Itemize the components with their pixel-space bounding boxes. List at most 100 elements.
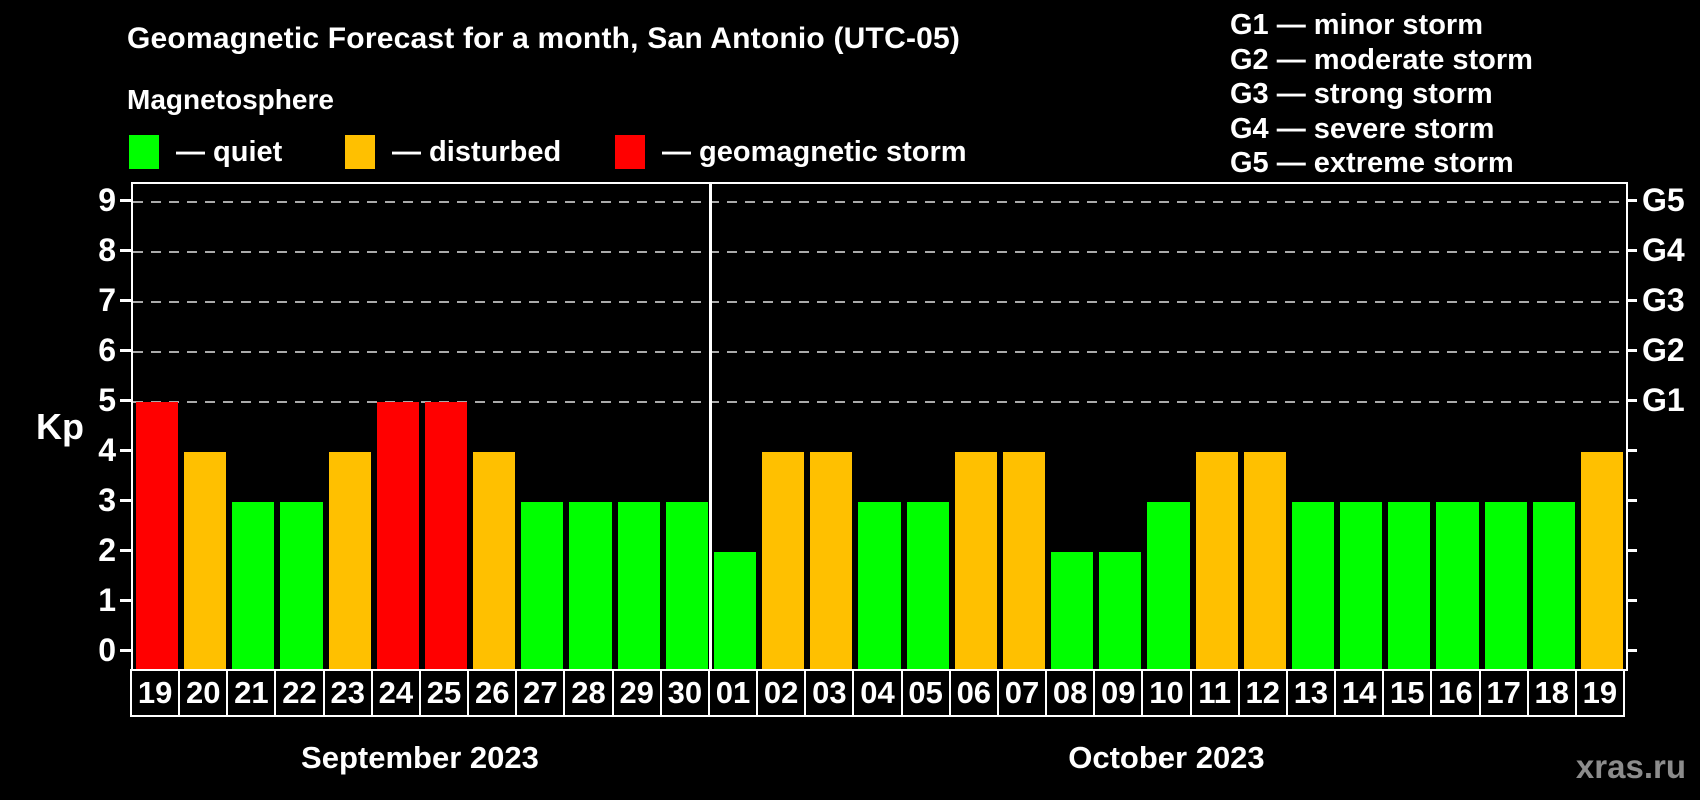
day-cell-oct-09: 09	[1093, 669, 1144, 717]
day-cell-oct-18: 18	[1526, 669, 1577, 717]
day-cell-sep-30: 30	[659, 669, 710, 717]
right-axis-tick-6	[1626, 348, 1637, 352]
y-axis-tick-label-8: 8	[98, 232, 116, 268]
kp-bar-day-04	[858, 502, 901, 669]
watermark: xras.ru	[1575, 748, 1686, 785]
kp-bar-day-11	[1195, 452, 1238, 669]
plot-area	[131, 182, 1628, 671]
gridline-kp5	[133, 401, 1626, 403]
legend-label-storm: — geomagnetic storm	[662, 135, 967, 168]
y-axis-tick-1	[120, 598, 131, 602]
legend-item-quiet: — quiet	[129, 133, 282, 171]
g-scale-label-G4: G4	[1642, 232, 1685, 268]
gridline-kp7	[133, 301, 1626, 303]
day-cell-oct-12: 12	[1237, 669, 1288, 717]
y-axis-tick-9	[120, 198, 131, 202]
g-scale-legend-line: G2 — moderate storm	[1230, 43, 1533, 76]
kp-bar-day-07	[1002, 452, 1046, 669]
legend-label-quiet: — quiet	[176, 135, 283, 168]
chart-title: Geomagnetic Forecast for a month, San An…	[127, 22, 961, 55]
day-cell-sep-21: 21	[226, 669, 277, 717]
month-label-0: September 2023	[301, 740, 539, 775]
kp-bar-day-30	[665, 502, 708, 669]
y-axis-tick-7	[120, 298, 131, 302]
day-cell-oct-17: 17	[1478, 669, 1529, 717]
status-legend: — quiet — disturbed — geomagnetic storm	[0, 133, 1700, 171]
right-axis-tick-2	[1626, 548, 1637, 552]
g-scale-label-G3: G3	[1642, 282, 1685, 318]
right-axis-tick-7	[1626, 298, 1637, 302]
day-cell-oct-15: 15	[1382, 669, 1433, 717]
y-axis-tick-label-4: 4	[98, 432, 116, 468]
right-axis-tick-0	[1626, 648, 1637, 652]
kp-bar-day-03	[810, 452, 853, 669]
y-axis-tick-0	[120, 648, 131, 652]
day-cell-oct-11: 11	[1189, 669, 1240, 717]
g-scale-legend-line: G1 — minor storm	[1230, 9, 1483, 41]
y-axis-tick-label-3: 3	[98, 482, 116, 518]
y-axis-tick-label-7: 7	[98, 282, 116, 318]
day-cell-sep-28: 28	[563, 669, 614, 717]
y-axis-tick-8	[120, 248, 131, 252]
day-cell-oct-13: 13	[1285, 669, 1337, 717]
y-axis-tick-4	[120, 448, 131, 452]
y-axis-tick-label-9: 9	[98, 182, 116, 218]
chart-subtitle: Magnetosphere	[127, 84, 334, 115]
y-axis-tick-3	[120, 498, 131, 502]
month-separator-line	[709, 184, 713, 669]
gridline-kp6	[133, 351, 1626, 353]
g-scale-legend-line: G4 — severe storm	[1230, 112, 1495, 145]
kp-bar-day-29	[617, 502, 660, 669]
y-axis-tick-6	[120, 348, 131, 352]
kp-bar-day-23	[328, 452, 371, 669]
y-axis-tick-label-2: 2	[98, 532, 116, 568]
kp-bar-day-09	[1099, 552, 1142, 669]
right-axis-tick-1	[1626, 598, 1637, 602]
day-cell-sep-29: 29	[611, 669, 662, 717]
kp-bar-day-22	[280, 502, 323, 669]
kp-bar-day-20	[184, 452, 227, 669]
day-cell-oct-16: 16	[1430, 669, 1481, 717]
day-cell-sep-26: 26	[467, 669, 518, 717]
right-axis-tick-3	[1626, 498, 1637, 502]
g-scale-legend-line: G5 — extreme storm	[1230, 147, 1514, 179]
legend-item-disturbed: — disturbed	[345, 133, 561, 171]
y-axis-tick-label-6: 6	[98, 332, 116, 368]
day-cell-sep-25: 25	[418, 669, 470, 717]
kp-bar-day-13	[1291, 502, 1335, 669]
gridline-kp8	[133, 251, 1626, 253]
day-cell-sep-19: 19	[130, 669, 181, 717]
day-cell-oct-03: 03	[804, 669, 855, 717]
day-cell-sep-23: 23	[322, 669, 373, 717]
y-axis-tick-label-0: 0	[98, 632, 116, 668]
g-scale-label-G2: G2	[1642, 332, 1685, 368]
kp-bar-day-25	[424, 402, 468, 669]
kp-bar-day-27	[521, 502, 564, 669]
day-axis-strip: 19 20 21 22 23 24 25 26 27 28 29 30 01 02 03 04 05 06 07 08…	[130, 669, 1628, 717]
gridline-kp9	[133, 201, 1626, 203]
kp-bar-day-16	[1436, 502, 1479, 669]
y-axis-tick-label-1: 1	[98, 582, 116, 618]
kp-bar-day-18	[1532, 502, 1575, 669]
day-cell-sep-20: 20	[178, 669, 229, 717]
kp-bar-day-26	[473, 452, 516, 669]
kp-bar-day-01	[713, 552, 757, 669]
g-scale-legend-line: G3 — strong storm	[1230, 78, 1493, 110]
g-scale-label-G1: G1	[1642, 382, 1685, 418]
kp-bar-day-02	[762, 452, 805, 669]
y-axis-tick-label-5: 5	[98, 382, 116, 418]
day-cell-oct-04: 04	[852, 669, 903, 717]
disturbed-swatch-icon	[345, 135, 375, 169]
quiet-swatch-icon	[129, 135, 159, 169]
g-scale-label-G5: G5	[1642, 182, 1685, 218]
day-cell-sep-27: 27	[515, 669, 566, 717]
kp-bar-day-08	[1051, 552, 1094, 669]
storm-swatch-icon	[615, 135, 645, 169]
legend-item-storm: — geomagnetic storm	[615, 133, 967, 171]
y-axis-tick-2	[120, 548, 131, 552]
kp-bar-day-14	[1340, 502, 1383, 669]
kp-bar-day-10	[1147, 502, 1190, 669]
g-scale-legend: G1 — minor storm G2 — moderate storm G3 …	[1230, 8, 1533, 181]
right-axis-tick-5	[1626, 398, 1637, 402]
day-cell-sep-22: 22	[274, 669, 325, 717]
